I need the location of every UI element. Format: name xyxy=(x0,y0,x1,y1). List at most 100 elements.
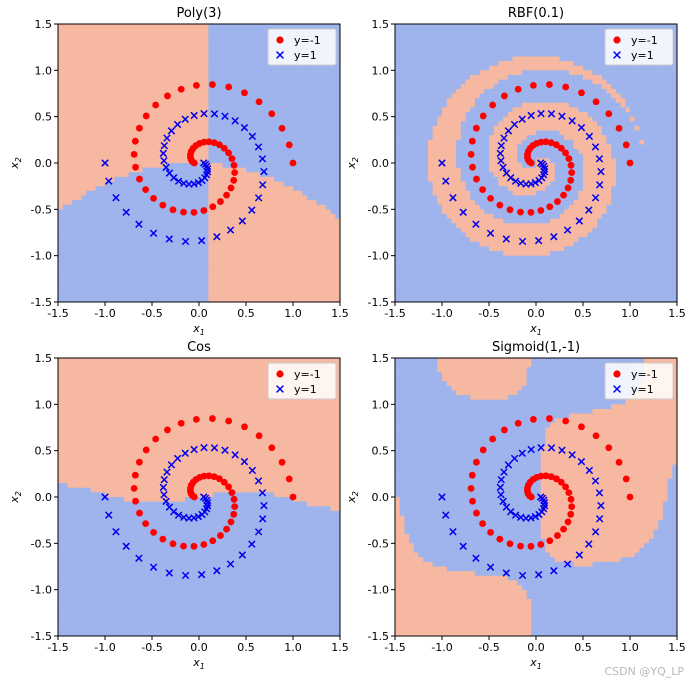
x-axis-label: x1 xyxy=(529,322,542,337)
point-neg xyxy=(479,520,487,527)
point-neg xyxy=(615,458,623,466)
x-axis-label: x1 xyxy=(529,656,542,671)
point-pos xyxy=(200,443,208,452)
panel-3: -1.5 -1.0 -0.5 0.0 0.5 1.0 1.5 -1.5 -1.0 -0.5 0.0 0… xyxy=(8,340,349,671)
point-pos xyxy=(105,511,113,519)
point-neg xyxy=(268,444,276,452)
point-neg xyxy=(615,124,623,132)
point-pos xyxy=(190,445,198,454)
point-pos xyxy=(180,513,188,522)
point-neg xyxy=(285,475,293,483)
point-pos xyxy=(534,236,543,245)
point-pos xyxy=(203,165,212,173)
x-tick-label: 1.0 xyxy=(621,307,639,320)
point-pos xyxy=(135,220,143,228)
point-pos xyxy=(486,229,495,237)
x-tick-label: -1.5 xyxy=(47,641,68,654)
point-pos xyxy=(254,477,263,485)
point-pos xyxy=(159,483,168,492)
point-pos xyxy=(459,208,467,216)
watermark: CSDN @YQ_LP xyxy=(604,665,685,678)
point-neg xyxy=(472,458,480,466)
point-pos xyxy=(540,499,549,507)
point-neg xyxy=(472,124,480,132)
point-neg xyxy=(564,518,572,526)
point-pos xyxy=(101,493,109,501)
point-neg xyxy=(567,510,575,518)
point-neg xyxy=(152,101,160,109)
point-pos xyxy=(160,156,168,165)
point-neg xyxy=(169,540,177,548)
point-pos xyxy=(181,449,189,457)
point-neg xyxy=(554,198,561,205)
point-pos xyxy=(502,169,511,177)
point-neg xyxy=(132,163,139,171)
point-pos xyxy=(258,155,267,163)
point-pos xyxy=(547,444,556,452)
point-neg xyxy=(210,473,218,481)
point-neg xyxy=(501,426,508,434)
x-tick-label: 0.0 xyxy=(527,641,545,654)
point-neg xyxy=(605,110,613,118)
point-pos xyxy=(174,177,183,185)
point-neg xyxy=(469,497,476,505)
point-pos xyxy=(254,194,263,202)
point-neg xyxy=(285,141,293,149)
point-neg xyxy=(467,484,475,492)
legend-marker-neg xyxy=(276,36,284,44)
point-neg xyxy=(130,150,138,158)
point-neg xyxy=(180,542,187,550)
panel-2: -1.5 -1.0 -0.5 0.0 0.5 1.0 1.5 -1.5 -1.0 -0.5 0.0 0… xyxy=(345,6,686,337)
point-pos xyxy=(221,446,229,454)
point-neg xyxy=(560,191,567,199)
point-pos xyxy=(597,501,605,510)
point-pos xyxy=(438,159,446,167)
y-axis-label: x2 xyxy=(345,491,360,504)
point-pos xyxy=(181,571,190,580)
point-pos xyxy=(197,570,206,579)
point-pos xyxy=(258,489,267,497)
point-pos xyxy=(165,569,174,577)
point-pos xyxy=(112,193,120,202)
point-pos xyxy=(160,141,169,150)
point-neg xyxy=(568,169,576,177)
legend-marker-pos xyxy=(613,385,621,393)
point-neg xyxy=(190,208,198,216)
x-tick-label: 1.5 xyxy=(331,641,349,654)
point-pos xyxy=(162,163,170,172)
point-neg xyxy=(177,85,185,93)
point-neg xyxy=(150,194,157,202)
point-pos xyxy=(159,149,168,158)
x-tick-label: 0.5 xyxy=(237,641,255,654)
point-neg xyxy=(557,478,565,486)
point-neg xyxy=(205,472,213,480)
point-neg xyxy=(215,475,223,483)
point-neg xyxy=(159,201,167,209)
point-neg xyxy=(268,110,276,118)
point-pos xyxy=(190,111,198,120)
point-neg xyxy=(223,191,230,199)
point-neg xyxy=(514,85,522,93)
point-pos xyxy=(163,468,171,476)
point-neg xyxy=(567,161,575,169)
point-pos xyxy=(527,111,535,120)
point-neg xyxy=(159,535,167,543)
y-tick-label: 0.0 xyxy=(372,491,390,504)
point-pos xyxy=(165,169,174,177)
y-axis-label: x2 xyxy=(8,157,23,170)
point-neg xyxy=(496,201,504,209)
point-pos xyxy=(248,206,256,214)
point-pos xyxy=(226,226,235,234)
point-pos xyxy=(502,569,511,577)
point-pos xyxy=(248,540,256,548)
point-pos xyxy=(511,511,520,519)
point-pos xyxy=(221,112,229,120)
point-neg xyxy=(489,101,497,109)
point-pos xyxy=(160,475,169,484)
point-pos xyxy=(231,117,239,125)
point-neg xyxy=(567,176,575,184)
point-neg xyxy=(132,497,139,505)
point-pos xyxy=(254,528,263,536)
point-pos xyxy=(112,527,120,536)
point-pos xyxy=(167,461,176,469)
